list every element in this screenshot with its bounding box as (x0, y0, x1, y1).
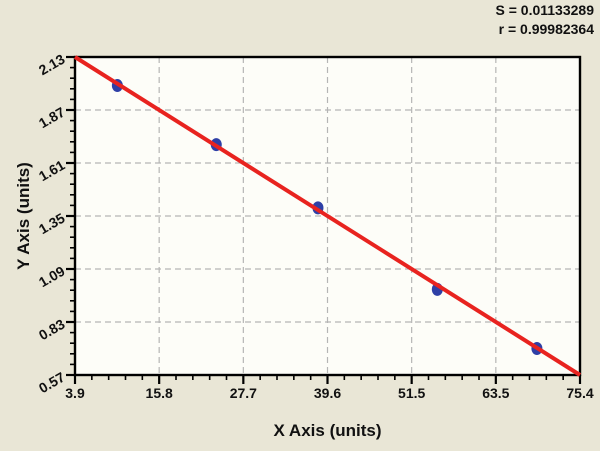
fit-stat-r: r = 0.99982364 (498, 21, 594, 37)
x-tick-label: 63.5 (482, 385, 509, 401)
fit-line (73, 55, 582, 377)
y-tick-label: 0.57 (36, 369, 68, 397)
x-tick-label: 39.6 (314, 385, 341, 401)
x-tick-label: 51.5 (398, 385, 425, 401)
y-axis-title: Y Axis (units) (14, 162, 33, 270)
x-tick-label: 75.4 (566, 385, 593, 401)
x-axis-title: X Axis (units) (273, 421, 382, 440)
y-tick-label: 2.13 (36, 51, 68, 79)
y-tick-label: 1.87 (36, 104, 68, 132)
y-tick-label: 1.35 (36, 210, 68, 238)
axis-ticks (66, 55, 582, 384)
fit-statistics: S = 0.01133289 r = 0.99982364 (496, 1, 595, 39)
x-tick-label: 27.7 (230, 385, 257, 401)
y-tick-label: 1.09 (36, 263, 68, 291)
fit-stat-s: S = 0.01133289 (495, 2, 595, 18)
x-tick-label: 3.9 (65, 385, 85, 401)
regression-line (73, 55, 582, 377)
y-tick-label: 1.61 (36, 157, 68, 185)
y-tick-label: 0.83 (36, 316, 68, 344)
x-tick-label: 15.8 (146, 385, 173, 401)
